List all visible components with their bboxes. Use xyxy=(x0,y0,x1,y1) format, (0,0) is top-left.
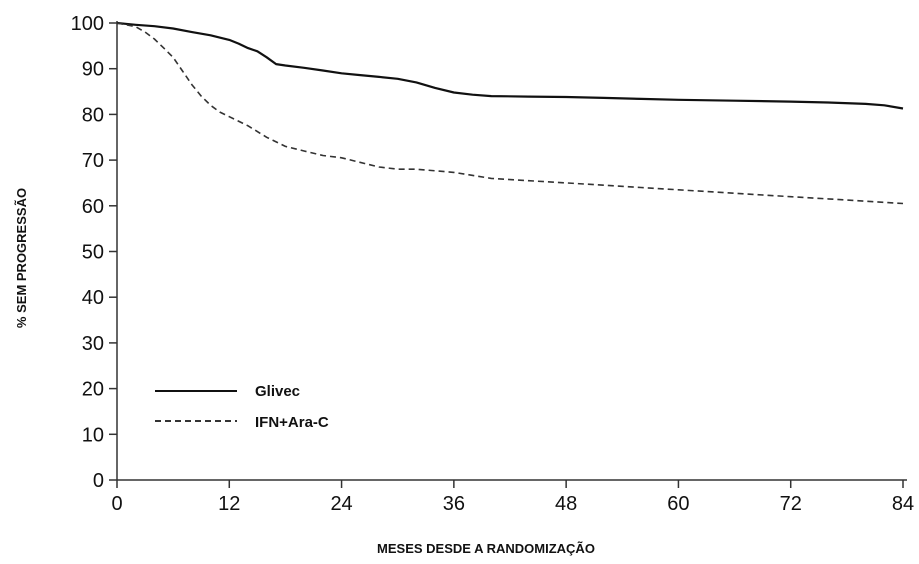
y-tick-label-10: 10 xyxy=(82,424,104,446)
x-axis-title: MESES DESDE A RANDOMIZAÇÃO xyxy=(377,541,595,556)
y-tick-label-0: 0 xyxy=(93,470,104,492)
y-tick-label-60: 60 xyxy=(82,196,104,218)
x-tick-label-0: 0 xyxy=(111,493,122,515)
series-lines xyxy=(116,21,904,205)
axes xyxy=(116,21,907,481)
y-tick-label-30: 30 xyxy=(82,333,104,355)
y-tick-label-20: 20 xyxy=(82,379,104,401)
y-tick-label-50: 50 xyxy=(82,242,104,264)
y-tick-label-100: 100 xyxy=(71,13,104,35)
y-tick-label-70: 70 xyxy=(82,150,104,172)
x-tick-label-48: 48 xyxy=(555,493,577,515)
series-line-glivec xyxy=(116,21,904,110)
legend-label-ifn-ara-c: IFN+Ara-C xyxy=(255,414,329,431)
y-tick-label-40: 40 xyxy=(82,287,104,309)
series-line-ifn-ara-c xyxy=(116,22,904,205)
y-tick-label-90: 90 xyxy=(82,59,104,81)
legend: Glivec IFN+Ara-C xyxy=(155,383,329,431)
y-tick-label-80: 80 xyxy=(82,104,104,126)
x-tick-label-24: 24 xyxy=(330,493,352,515)
y-axis-title: % SEM PROGRESSÃO xyxy=(14,188,29,328)
x-tick-label-60: 60 xyxy=(667,493,689,515)
x-tick-label-84: 84 xyxy=(892,493,914,515)
x-tick-label-72: 72 xyxy=(780,493,802,515)
x-tick-label-36: 36 xyxy=(443,493,465,515)
legend-label-glivec: Glivec xyxy=(255,383,300,400)
x-tick-label-12: 12 xyxy=(218,493,240,515)
tick-marks: 0 10 20 30 40 50 60 70 80 90 100 0 12 24 36 48 60 72 84 xyxy=(71,13,915,515)
